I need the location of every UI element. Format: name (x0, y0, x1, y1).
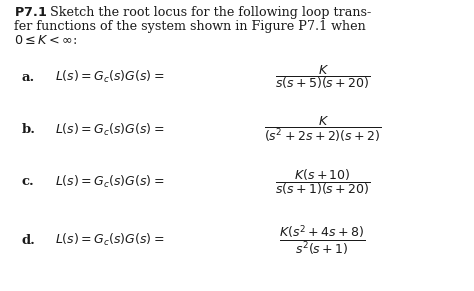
Text: d.: d. (21, 234, 35, 246)
Text: $\dfrac{K}{(s^2+2s+2)(s+2)}$: $\dfrac{K}{(s^2+2s+2)(s+2)}$ (264, 115, 381, 144)
Text: fer functions of the system shown in Figure P7.1 when: fer functions of the system shown in Fig… (14, 20, 366, 33)
Text: $\mathbf{P7.1}$: $\mathbf{P7.1}$ (14, 6, 47, 19)
Text: Sketch the root locus for the following loop trans-: Sketch the root locus for the following … (50, 6, 371, 19)
Text: $\dfrac{K(s^2+4s+8)}{s^2(s+1)}$: $\dfrac{K(s^2+4s+8)}{s^2(s+1)}$ (279, 223, 365, 257)
Text: $L(s) = G_c(s)G(s) =$: $L(s) = G_c(s)G(s) =$ (55, 69, 164, 85)
Text: $\dfrac{K(s+10)}{s(s+1)(s+20)}$: $\dfrac{K(s+10)}{s(s+1)(s+20)}$ (274, 167, 370, 197)
Text: $L(s) = G_c(s)G(s) =$: $L(s) = G_c(s)G(s) =$ (55, 174, 164, 190)
Text: $0 \leq K < \infty$:: $0 \leq K < \infty$: (14, 34, 78, 47)
Text: a.: a. (21, 71, 35, 84)
Text: c.: c. (21, 175, 34, 188)
Text: $L(s) = G_c(s)G(s) =$: $L(s) = G_c(s)G(s) =$ (55, 121, 164, 138)
Text: $\dfrac{K}{s(s+5)(s+20)}$: $\dfrac{K}{s(s+5)(s+20)}$ (274, 63, 370, 91)
Text: $L(s) = G_c(s)G(s) =$: $L(s) = G_c(s)G(s) =$ (55, 232, 164, 248)
Text: b.: b. (21, 123, 36, 136)
